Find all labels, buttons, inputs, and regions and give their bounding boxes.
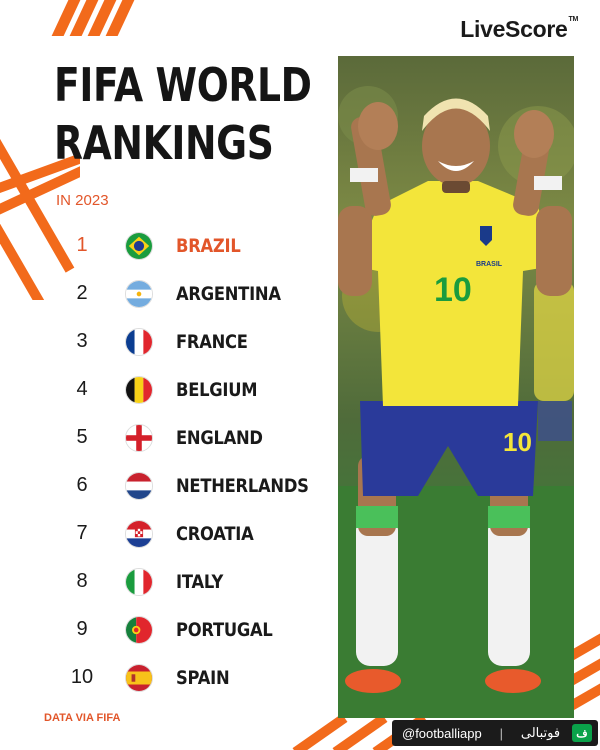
ranking-row-7: 7 CROATIA	[0, 514, 330, 554]
jersey-number: 10	[434, 271, 472, 309]
argentina-flag-icon	[125, 280, 153, 308]
croatia-flag-icon	[125, 520, 153, 548]
watermark-name: فوتبالی	[520, 725, 561, 740]
title-line-1: FIFA WORLD	[54, 58, 312, 112]
watermark-separator: |	[499, 725, 503, 741]
rank-number: 9	[76, 618, 88, 640]
netherlands-flag-icon	[125, 472, 153, 500]
player-illustration: 10 10 BRASIL	[338, 86, 574, 718]
title-line-2: RANKINGS	[54, 116, 274, 170]
data-source-credit: DATA VIA FIFA	[44, 712, 121, 724]
ranking-row-9: 9 PORTUGAL	[0, 610, 330, 650]
watermark-handle: @footballiapp	[402, 725, 482, 741]
ranking-row-10: 10 SPAIN	[0, 658, 330, 698]
watermark-badge: @footballiapp | فوتبالی ف	[392, 720, 598, 746]
livescore-logo: LiveScoreTM	[460, 16, 578, 42]
country-name: ENGLAND	[176, 427, 263, 449]
ranking-row-3: 3 FRANCE	[0, 322, 330, 362]
country-name: PORTUGAL	[176, 619, 273, 641]
italy-flag-icon	[125, 568, 153, 596]
country-name: ARGENTINA	[176, 283, 281, 305]
country-name: ITALY	[176, 571, 224, 593]
france-flag-icon	[125, 328, 153, 356]
spain-flag-icon	[125, 664, 153, 692]
rank-number: 4	[76, 378, 88, 400]
ranking-row-4: 4 BELGIUM	[0, 370, 330, 410]
rank-number: 5	[76, 426, 88, 448]
ranking-row-1: 1 BRAZIL	[0, 226, 330, 266]
country-name: CROATIA	[176, 523, 254, 545]
country-name: BRAZIL	[176, 235, 241, 257]
page-title: FIFA WORLD RANKINGS	[54, 56, 325, 172]
subtitle-year: IN 2023	[56, 192, 109, 209]
rank-number: 8	[76, 570, 88, 592]
rank-number: 10	[70, 666, 94, 688]
footballi-app-icon: ف	[572, 724, 592, 742]
player-photo: 10 10 BRASIL	[338, 56, 574, 718]
rank-number: 7	[76, 522, 88, 544]
rank-number: 6	[76, 474, 88, 496]
shorts-number: 10	[503, 427, 532, 457]
country-name: BELGIUM	[176, 379, 258, 401]
ranking-row-2: 2 ARGENTINA	[0, 274, 330, 314]
ranking-row-6: 6 NETHERLANDS	[0, 466, 330, 506]
rank-number: 3	[76, 330, 88, 352]
country-name: FRANCE	[176, 331, 248, 353]
ranking-row-8: 8 ITALY	[0, 562, 330, 602]
country-name: SPAIN	[176, 667, 230, 689]
shirt-text: BRASIL	[476, 261, 503, 268]
brazil-flag-icon	[125, 232, 153, 260]
belgium-flag-icon	[125, 376, 153, 404]
ranking-row-5: 5 ENGLAND	[0, 418, 330, 458]
rank-number: 2	[76, 282, 88, 304]
country-name: NETHERLANDS	[176, 475, 309, 497]
portugal-flag-icon	[125, 616, 153, 644]
rank-number: 1	[76, 234, 88, 256]
england-flag-icon	[125, 424, 153, 452]
